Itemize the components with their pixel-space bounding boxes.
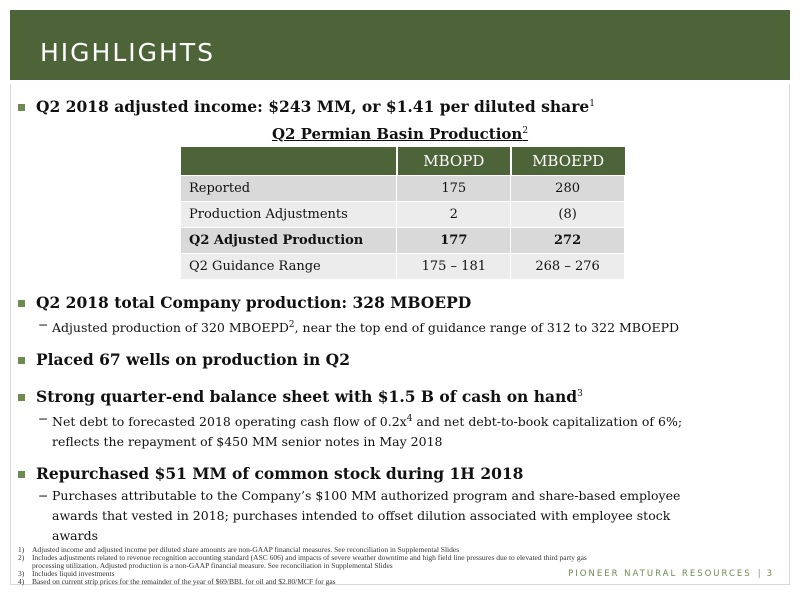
page-title: HIGHLIGHTS xyxy=(40,38,215,67)
footnote-number: 4) xyxy=(18,577,25,586)
cell-mbopd: 2 xyxy=(396,201,512,228)
footnote-text: Includes liquid investments xyxy=(32,569,115,578)
table-row: Q2 Adjusted Production 177 272 xyxy=(179,227,625,254)
sub-text: Net debt to forecasted 2018 operating ca… xyxy=(52,414,407,430)
table-header-blank xyxy=(180,147,398,176)
dash-icon: − xyxy=(38,411,49,426)
sub-text: awards xyxy=(52,528,98,543)
table-header-mboepd: MBOEPD xyxy=(510,147,625,176)
cell-mboepd: (8) xyxy=(510,201,625,228)
table-row: Q2 Guidance Range 175 – 181 268 – 276 xyxy=(179,253,625,280)
footnote-item: 2) Includes adjustments related to revenu… xyxy=(18,554,793,570)
footnote-ref: 2 xyxy=(522,126,529,136)
table-row: Production Adjustments 2 (8) xyxy=(179,201,625,228)
footnote-ref: 1 xyxy=(589,98,595,109)
bullet-square-icon xyxy=(18,394,25,401)
sub-text: and net debt-to-book capitalization of 6… xyxy=(412,414,683,430)
bullet-text: Strong quarter-end balance sheet with $1… xyxy=(36,387,578,406)
separator: | xyxy=(757,569,761,579)
footnote-number: 1) xyxy=(18,545,25,554)
brand-name: PIONEER NATURAL RESOURCES xyxy=(568,569,752,579)
cell-mboepd: 272 xyxy=(510,227,625,254)
footnote-text: Includes adjustments related to revenue … xyxy=(32,553,587,570)
dash-icon: − xyxy=(38,317,49,332)
sub-text: awards that vested in 2018; purchases in… xyxy=(52,508,671,523)
footnote-ref: 4 xyxy=(406,414,413,424)
footnote-ref: 2 xyxy=(288,320,295,330)
sub-text: Adjusted production of 320 MBOEPD xyxy=(52,320,289,336)
row-label: Q2 Guidance Range xyxy=(179,253,398,280)
brand-footer: PIONEER NATURAL RESOURCES | 3 xyxy=(568,569,772,579)
bullet-text: Repurchased $51 MM of common stock durin… xyxy=(36,464,524,483)
cell-mboepd: 280 xyxy=(510,175,625,202)
sub-text: , near the top end of guidance range of … xyxy=(294,320,680,336)
footnote-item: 4) Based on current strip prices for the … xyxy=(18,578,793,586)
sub-text: Purchases attributable to the Company’s … xyxy=(52,488,681,503)
header-bar: HIGHLIGHTS xyxy=(10,10,790,80)
bullet-text: Q2 2018 adjusted income: $243 MM, or $1.… xyxy=(36,97,590,116)
footnote-number: 2) xyxy=(18,553,25,562)
footnote-item: 3) Includes liquid investments xyxy=(18,570,793,578)
bullet-text: Placed 67 wells on production in Q2 xyxy=(36,350,350,369)
table-header-mbopd: MBOPD xyxy=(396,147,512,176)
bullet-square-icon xyxy=(18,357,25,364)
bullet-square-icon xyxy=(18,300,25,307)
footnotes: 1) Adjusted income and adjusted income pe… xyxy=(18,546,793,586)
cell-mbopd: 175 xyxy=(396,175,512,202)
row-label: Reported xyxy=(179,175,398,202)
dash-icon: − xyxy=(38,488,49,503)
footnote-item: 1) Adjusted income and adjusted income pe… xyxy=(18,546,793,554)
row-label: Q2 Adjusted Production xyxy=(179,227,398,254)
table-row: Reported 175 280 xyxy=(179,175,625,202)
bullet-text: Q2 2018 total Company production: 328 MB… xyxy=(36,293,472,312)
footnote-text: Based on current strip prices for the re… xyxy=(32,577,336,586)
cell-mbopd: 177 xyxy=(396,227,512,254)
production-table: MBOPD MBOEPD Reported 175 280 Production… xyxy=(179,147,625,280)
footnote-text: Adjusted income and adjusted income per … xyxy=(32,545,460,554)
content-frame xyxy=(10,84,790,585)
row-label: Production Adjustments xyxy=(179,201,398,228)
bullet-square-icon xyxy=(18,104,25,111)
page-number: 3 xyxy=(766,569,772,579)
table-title: Q2 Permian Basin Production2 xyxy=(0,125,800,143)
footnote-number: 3) xyxy=(18,569,25,578)
bullet-square-icon xyxy=(18,471,25,478)
table-header-row: MBOPD MBOEPD xyxy=(180,147,625,176)
footnote-ref: 3 xyxy=(577,388,583,399)
cell-mbopd: 175 – 181 xyxy=(396,253,512,280)
cell-mboepd: 268 – 276 xyxy=(510,253,625,280)
sub-text: reflects the repayment of $450 MM senior… xyxy=(52,434,443,450)
table-title-text: Q2 Permian Basin Production xyxy=(271,125,523,143)
